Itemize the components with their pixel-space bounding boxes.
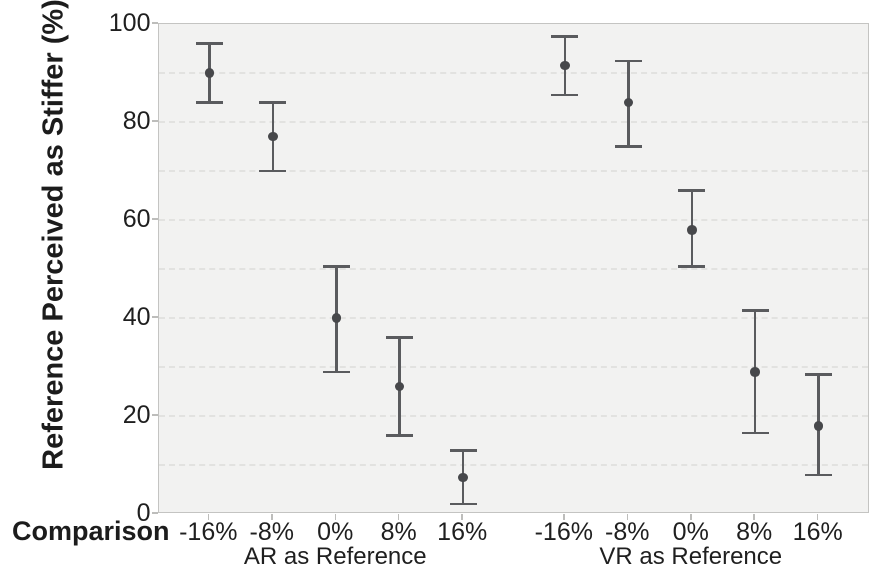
x-tick-mark <box>207 514 210 520</box>
x-axis-title: Comparison <box>12 516 170 546</box>
error-bar-cap-bottom <box>195 101 223 104</box>
data-point-marker <box>331 313 341 323</box>
data-point-marker <box>560 60 570 71</box>
error-bar-cap-top <box>386 336 414 339</box>
group-label: VR as Reference <box>599 543 783 567</box>
y-axis-title: Reference Perceived as Stiffer (%) <box>37 0 70 470</box>
y-tick-mark <box>152 218 158 220</box>
y-tick-mark <box>152 512 158 514</box>
x-tick-label: 16% <box>792 518 843 546</box>
error-bar-cap-bottom <box>614 145 642 148</box>
error-bar-cap-top <box>741 309 769 312</box>
x-tick-mark <box>397 514 400 520</box>
x-tick-label: 16% <box>437 518 488 546</box>
y-tick-label: 100 <box>108 9 151 37</box>
y-tick-label: 40 <box>122 303 151 331</box>
error-bar-cap-bottom <box>386 434 414 437</box>
error-bar-cap-bottom <box>678 265 706 268</box>
error-bar-cap-bottom <box>805 473 833 477</box>
x-tick-label: 8% <box>380 518 417 546</box>
data-point-marker <box>750 367 760 377</box>
data-point-marker <box>268 131 278 142</box>
x-tick-mark <box>271 514 273 520</box>
y-tick-label: 60 <box>122 205 151 233</box>
data-point-marker <box>204 68 215 78</box>
error-bar-cap-top <box>614 59 642 62</box>
data-point-marker <box>623 97 634 108</box>
gridline <box>158 72 868 74</box>
data-point-marker <box>394 381 405 392</box>
data-point-marker <box>813 421 824 431</box>
gridline <box>158 464 868 466</box>
x-tick-label: -8% <box>605 518 650 546</box>
gridline <box>158 219 868 221</box>
plot-area <box>157 23 869 513</box>
gridline <box>158 170 868 172</box>
x-tick-label: -16% <box>534 518 593 546</box>
error-bar-cap-bottom <box>322 370 350 374</box>
x-tick-label: -8% <box>249 518 294 546</box>
y-tick-label: 80 <box>122 107 151 135</box>
gridline <box>158 268 868 270</box>
error-bar-cap-top <box>551 35 579 38</box>
x-tick-label: 8% <box>736 518 773 546</box>
x-tick-mark <box>563 514 565 520</box>
data-point-marker <box>687 225 697 235</box>
y-tick-mark <box>152 22 158 24</box>
gridline <box>158 415 868 417</box>
error-bar-cap-top <box>322 265 350 268</box>
y-tick-mark <box>152 414 158 416</box>
error-bar-cap-bottom <box>551 93 579 97</box>
x-tick-mark <box>690 514 692 520</box>
x-tick-mark <box>334 514 336 520</box>
error-bar-cap-bottom <box>259 169 287 173</box>
error-bar-cap-bottom <box>741 431 769 435</box>
gridline <box>158 317 868 319</box>
data-point-marker <box>458 472 468 482</box>
x-tick-mark <box>461 514 463 520</box>
y-tick-label: 0 <box>136 499 151 527</box>
y-tick-label: 20 <box>122 401 151 429</box>
x-tick-mark <box>816 514 819 520</box>
error-bar-cap-top <box>195 42 223 45</box>
x-tick-label: 0% <box>317 518 354 546</box>
error-bar-cap-top <box>449 449 477 452</box>
group-label: AR as Reference <box>243 543 427 567</box>
x-tick-mark <box>626 514 629 520</box>
gridline <box>158 366 868 368</box>
error-bar-cap-top <box>678 189 706 192</box>
y-tick-mark <box>152 316 158 318</box>
gridline <box>158 121 868 123</box>
error-bar-cap-top <box>259 101 287 104</box>
error-bar-cap-bottom <box>449 502 477 506</box>
x-tick-mark <box>753 514 755 520</box>
x-tick-label: 0% <box>672 518 709 546</box>
error-bar-cap-top <box>805 373 833 376</box>
y-tick-mark <box>152 120 158 122</box>
x-tick-label: -16% <box>179 518 238 546</box>
